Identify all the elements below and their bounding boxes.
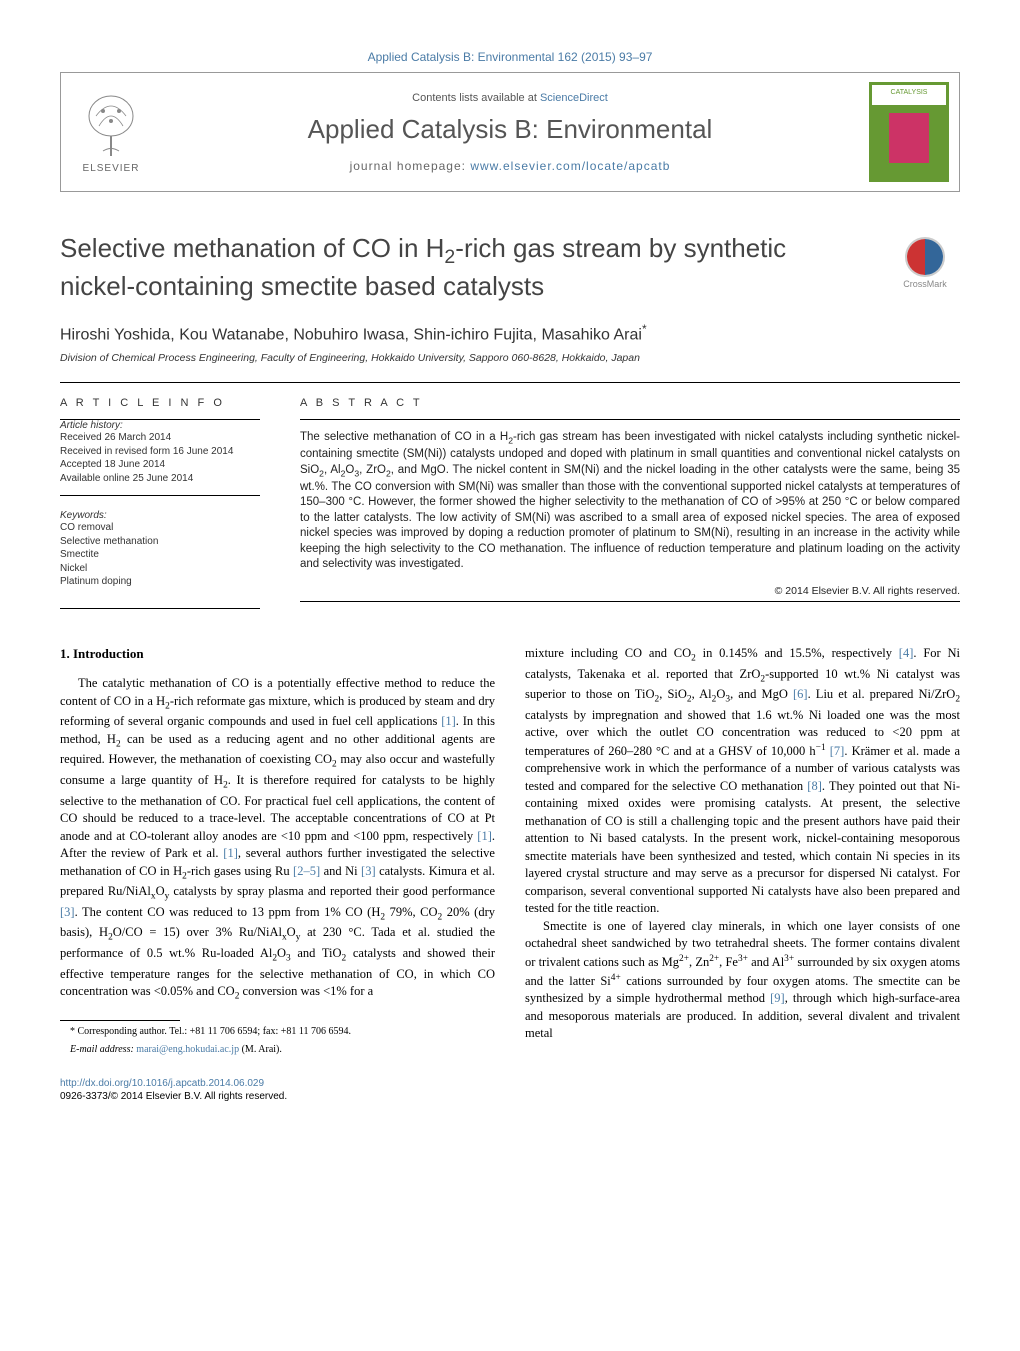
- ref-link[interactable]: [1]: [477, 829, 492, 843]
- ref-link[interactable]: [8]: [807, 779, 822, 793]
- abstract-text: The selective methanation of CO in a H2-…: [300, 430, 960, 572]
- homepage-prefix: journal homepage:: [350, 159, 471, 173]
- right-column: mixture including CO and CO2 in 0.145% a…: [525, 645, 960, 1057]
- article-title: Selective methanation of CO in H2-rich g…: [60, 232, 960, 302]
- divider: [300, 419, 960, 420]
- abstract-copyright: © 2014 Elsevier B.V. All rights reserved…: [300, 585, 960, 597]
- divider: [60, 495, 260, 496]
- doi-link[interactable]: http://dx.doi.org/10.1016/j.apcatb.2014.…: [60, 1078, 264, 1089]
- abstract-heading: a b s t r a c t: [300, 397, 960, 409]
- cover-label: CATALYSIS: [872, 85, 946, 105]
- author-list: Hiroshi Yoshida, Kou Watanabe, Nobuhiro …: [60, 322, 960, 344]
- history-item: Available online 25 June 2014: [60, 472, 260, 486]
- ref-link[interactable]: [9]: [770, 991, 785, 1005]
- citation-header: Applied Catalysis B: Environmental 162 (…: [60, 50, 960, 64]
- elsevier-tree-icon: [81, 91, 141, 161]
- journal-header-box: ELSEVIER Contents lists available at Sci…: [60, 72, 960, 192]
- ref-link[interactable]: [1]: [441, 714, 456, 728]
- abstract-block: a b s t r a c t The selective methanatio…: [300, 397, 960, 601]
- crossmark-badge[interactable]: CrossMark: [890, 237, 960, 289]
- ref-link[interactable]: [2–5]: [293, 864, 320, 878]
- sciencedirect-link[interactable]: ScienceDirect: [540, 92, 608, 104]
- keyword-item: Platinum doping: [60, 575, 260, 589]
- history-item: Received 26 March 2014: [60, 431, 260, 445]
- ref-link[interactable]: [7]: [830, 744, 845, 758]
- journal-homepage-link[interactable]: www.elsevier.com/locate/apcatb: [470, 159, 670, 173]
- doi-block: http://dx.doi.org/10.1016/j.apcatb.2014.…: [60, 1077, 960, 1103]
- footnote-rule: [60, 1020, 180, 1021]
- history-label: Article history:: [60, 420, 260, 431]
- contents-prefix: Contents lists available at: [412, 92, 540, 104]
- keyword-item: Smectite: [60, 548, 260, 562]
- history-item: Accepted 18 June 2014: [60, 458, 260, 472]
- crossmark-icon: [905, 237, 945, 277]
- crossmark-label: CrossMark: [890, 279, 960, 289]
- keywords-label: Keywords:: [60, 510, 260, 521]
- ref-link[interactable]: [4]: [899, 646, 914, 660]
- ref-link[interactable]: [3]: [60, 905, 75, 919]
- email-suffix: (M. Arai).: [239, 1044, 282, 1055]
- keyword-item: Selective methanation: [60, 535, 260, 549]
- body-two-column: 1. Introduction The catalytic methanatio…: [60, 645, 960, 1057]
- issn-copyright: 0926-3373/© 2014 Elsevier B.V. All right…: [60, 1091, 287, 1102]
- contents-available-line: Contents lists available at ScienceDirec…: [161, 92, 859, 104]
- left-column: 1. Introduction The catalytic methanatio…: [60, 645, 495, 1057]
- corresponding-author-footnote: * Corresponding author. Tel.: +81 11 706…: [60, 1025, 495, 1039]
- journal-name: Applied Catalysis B: Environmental: [161, 114, 859, 145]
- divider: [60, 608, 260, 609]
- body-paragraph: The catalytic methanation of CO is a pot…: [60, 675, 495, 1004]
- affiliation: Division of Chemical Process Engineering…: [60, 352, 960, 364]
- body-paragraph: Smectite is one of layered clay minerals…: [525, 918, 960, 1043]
- journal-homepage-line: journal homepage: www.elsevier.com/locat…: [161, 159, 859, 173]
- email-label: E-mail address:: [70, 1044, 136, 1055]
- divider: [60, 382, 960, 383]
- body-paragraph: mixture including CO and CO2 in 0.145% a…: [525, 645, 960, 918]
- journal-cover-thumbnail: CATALYSIS: [869, 82, 949, 182]
- elsevier-logo: ELSEVIER: [61, 73, 161, 191]
- email-footnote: E-mail address: marai@eng.hokudai.ac.jp …: [60, 1043, 495, 1057]
- article-info-block: a r t i c l e i n f o Article history: R…: [60, 397, 260, 601]
- keyword-item: CO removal: [60, 521, 260, 535]
- divider: [300, 601, 960, 602]
- section-heading: 1. Introduction: [60, 645, 495, 663]
- email-link[interactable]: marai@eng.hokudai.ac.jp: [136, 1044, 239, 1055]
- ref-link[interactable]: [3]: [361, 864, 376, 878]
- cover-art-icon: [889, 113, 929, 163]
- publisher-name: ELSEVIER: [83, 163, 140, 174]
- ref-link[interactable]: [1]: [223, 846, 238, 860]
- article-info-heading: a r t i c l e i n f o: [60, 397, 260, 409]
- history-item: Received in revised form 16 June 2014: [60, 445, 260, 459]
- keyword-item: Nickel: [60, 562, 260, 576]
- ref-link[interactable]: [6]: [793, 687, 808, 701]
